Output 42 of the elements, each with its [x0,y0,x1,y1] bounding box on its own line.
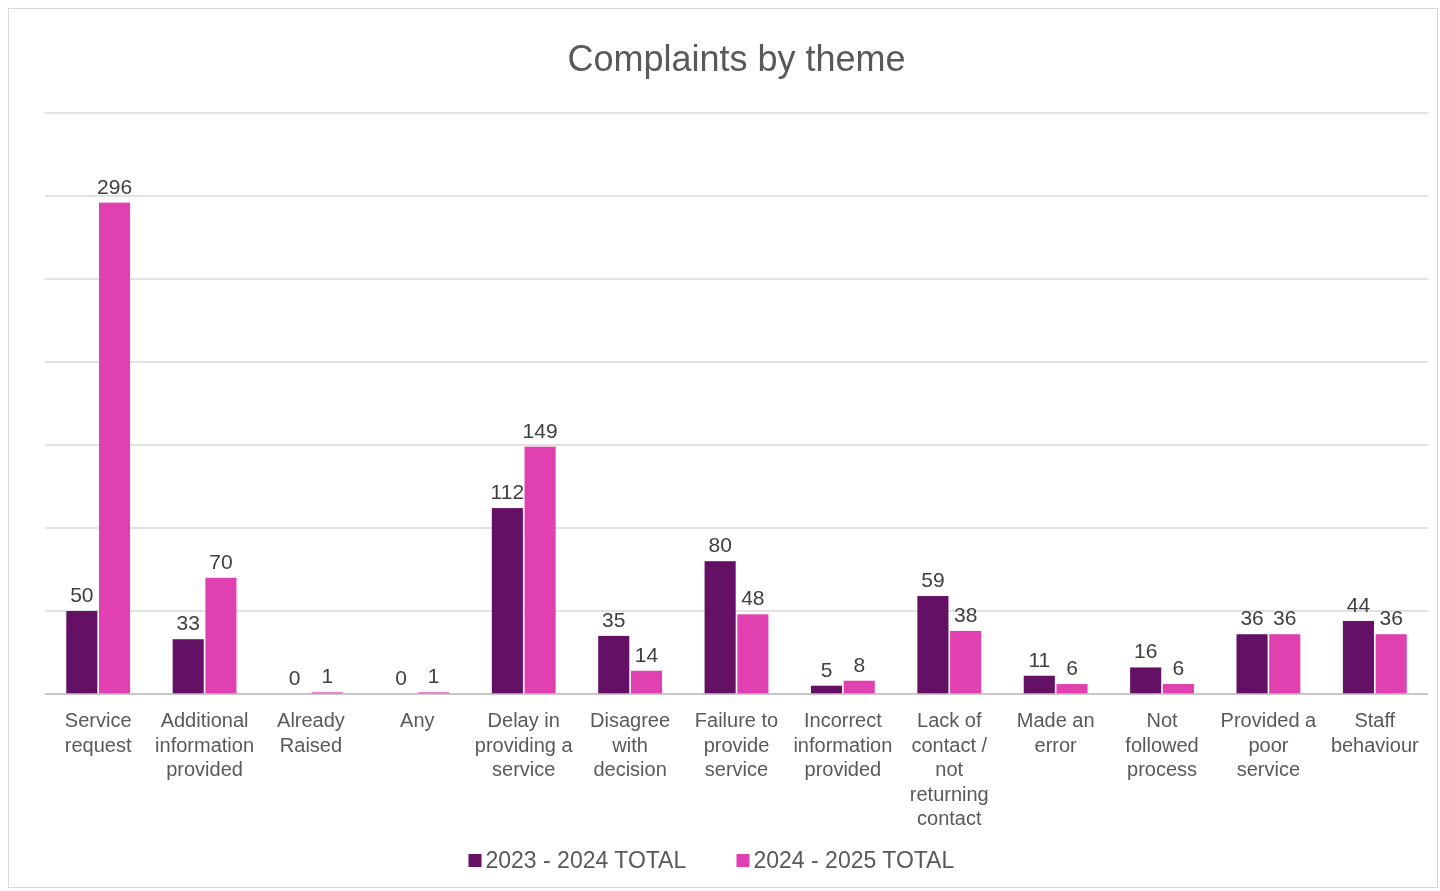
data-label: 36 [1273,606,1297,630]
data-label: 1 [427,664,440,688]
data-label: 38 [953,602,978,626]
data-label: 50 [70,583,94,606]
data-label: 16 [1133,639,1158,663]
x-tick-label: Failure to provide service [694,709,779,780]
chart-title: Complaints by theme [567,38,906,79]
x-tick-label: Incorrect information provided [793,709,893,780]
data-label: 0 [395,666,407,689]
data-label: 59 [921,568,945,592]
data-label: 44 [1346,592,1371,616]
x-tick-label: Already Raised [277,709,345,756]
x-tick-label: Made an error [1016,709,1095,756]
x-tick-label: Any [400,709,435,731]
x-tick-label: Not followed process [1125,709,1199,780]
x-tick-label: Lack of contact / not returning contact [909,709,989,829]
data-label: 1 [321,664,334,688]
data-label: 0 [288,666,301,689]
data-label: 6 [1172,656,1185,680]
x-tick-label: Delay in providing a service [474,709,574,780]
data-label: 35 [602,607,626,631]
data-label: 296 [97,174,133,198]
data-label: 112 [490,480,525,504]
data-label: 80 [708,533,732,557]
data-label: 5 [820,657,833,681]
data-label: 36 [1379,606,1403,630]
x-tick-label: Service request [64,709,132,756]
data-label: 6 [1066,656,1078,680]
legend-label: 2023 - 2024 TOTAL [485,847,687,873]
x-tick-label: Provided a poor service [1220,709,1318,780]
x-tick-label: Disagree with decision [590,709,671,780]
data-label: 48 [741,586,765,610]
data-label: 14 [634,642,659,666]
data-label: 33 [176,611,200,635]
data-label: 70 [209,549,233,573]
data-label: 11 [1028,647,1051,671]
x-tick-label: Additional information provided [155,709,255,780]
data-label: 149 [522,418,558,442]
legend-label: 2024 - 2025 TOTAL [753,847,955,873]
data-label: 36 [1240,606,1264,630]
x-tick-label: Staff behaviour [1330,709,1420,756]
data-label: 8 [853,652,866,676]
